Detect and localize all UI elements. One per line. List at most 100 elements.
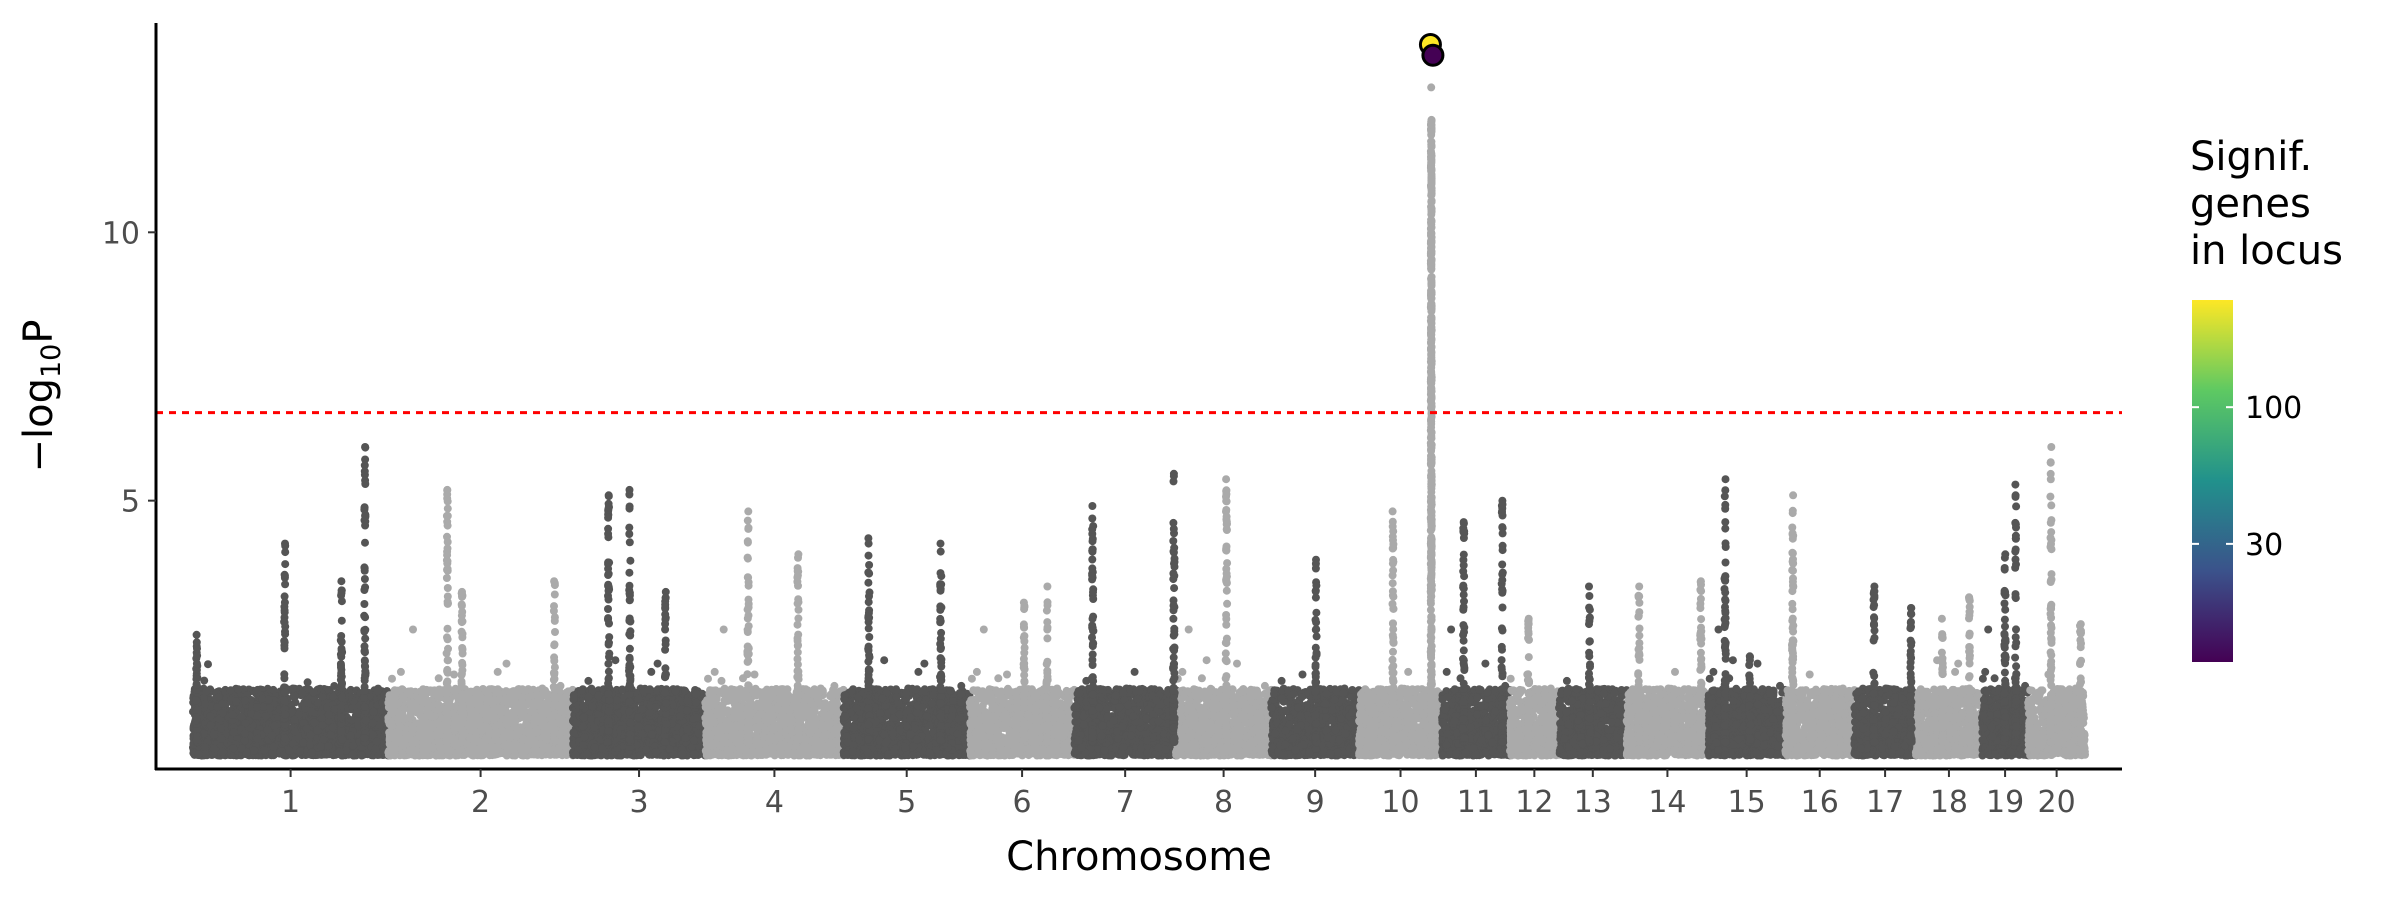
snp-point: [219, 709, 227, 717]
snp-point: [386, 749, 394, 757]
snp-point: [219, 700, 227, 708]
snp-point: [470, 688, 478, 696]
snp-point: [201, 743, 209, 751]
snp-point: [202, 687, 210, 695]
snp-point: [409, 725, 417, 733]
snp-point: [254, 735, 262, 743]
snp-point: [336, 748, 344, 756]
snp-point: [408, 706, 416, 714]
snp-point: [266, 704, 274, 712]
snp-point: [358, 751, 366, 759]
snp-point: [254, 686, 262, 694]
snp-point: [424, 700, 432, 708]
snp-point: [210, 744, 218, 752]
snp-point: [435, 674, 443, 682]
snp-point: [512, 708, 520, 716]
manhattan-plot: 510 1 2 3 4 5 6 7 8 9 10 11 12 13 14 15 16 17 18 19 20 Chro…: [0, 0, 2400, 900]
snp-point: [262, 712, 270, 720]
snp-point: [521, 686, 529, 694]
snp-point: [504, 748, 512, 756]
snp-point: [204, 660, 212, 668]
snp-point: [349, 750, 357, 758]
snp-point: [229, 744, 237, 752]
snp-point: [353, 709, 361, 717]
snp-point: [234, 685, 242, 693]
snp-point: [584, 677, 592, 685]
snp-point: [429, 744, 437, 752]
snp-point: [416, 720, 424, 728]
snp-point: [310, 688, 318, 696]
snp-point: [400, 695, 408, 703]
snp-point: [524, 713, 532, 721]
snp-point: [405, 714, 413, 722]
snp-point: [399, 750, 407, 758]
snp-point: [298, 689, 306, 697]
snp-point: [229, 711, 237, 719]
snp-point: [370, 708, 378, 716]
snp-point: [290, 692, 298, 700]
snp-point: [394, 708, 402, 716]
snp-point: [217, 725, 225, 733]
snp-point: [250, 746, 258, 754]
snp-point: [373, 687, 381, 695]
snp-point: [218, 748, 226, 756]
snp-point: [521, 747, 529, 755]
snp-point: [227, 686, 235, 694]
snp-point: [494, 668, 502, 676]
snp-point: [347, 732, 355, 740]
snp-point: [329, 693, 337, 701]
snp-point: [264, 726, 272, 734]
snp-point: [401, 740, 409, 748]
snp-point: [215, 693, 223, 701]
snp-point: [397, 668, 405, 676]
snp-point: [428, 713, 436, 721]
snp-point: [538, 685, 546, 693]
snp-point: [329, 723, 337, 731]
snp-point: [269, 743, 277, 751]
snp-point: [530, 708, 538, 716]
snp-point: [314, 699, 322, 707]
snp-point: [517, 727, 525, 735]
snp-point: [372, 745, 380, 753]
snp-point: [497, 706, 505, 714]
snp-point: [201, 700, 209, 708]
snp-point: [495, 737, 503, 745]
snp-point: [447, 747, 455, 755]
snp-point: [558, 727, 566, 735]
snp-point: [237, 713, 245, 721]
snp-point: [388, 675, 396, 683]
snp-point: [299, 739, 307, 747]
snp-point: [477, 695, 485, 703]
snp-point: [291, 727, 299, 735]
snp-point: [241, 737, 249, 745]
snp-point: [416, 707, 424, 715]
snp-point: [511, 751, 519, 759]
snp-point: [313, 727, 321, 735]
snp-point: [325, 711, 333, 719]
snp-point: [481, 704, 489, 712]
snp-point: [419, 751, 427, 759]
snp-point: [494, 686, 502, 694]
snp-point: [388, 720, 396, 728]
snp-point: [241, 730, 249, 738]
snp-point: [409, 626, 417, 634]
snp-point: [373, 738, 381, 746]
snp-point: [310, 719, 318, 727]
snp-point: [210, 731, 218, 739]
snp-point: [253, 703, 261, 711]
snp-point: [503, 660, 511, 668]
snp-point: [512, 700, 520, 708]
snp-point: [395, 716, 403, 724]
snp-point: [498, 727, 506, 735]
snp-point: [485, 693, 493, 701]
snp-point: [232, 698, 240, 706]
snp-point: [291, 716, 299, 724]
snp-point: [319, 736, 327, 744]
snp-point: [327, 731, 335, 739]
snp-point: [304, 699, 312, 707]
snp-point: [395, 729, 403, 737]
snp-point: [195, 750, 203, 758]
snp-point: [325, 742, 333, 750]
snp-point: [200, 677, 208, 685]
snp-point: [511, 717, 519, 725]
